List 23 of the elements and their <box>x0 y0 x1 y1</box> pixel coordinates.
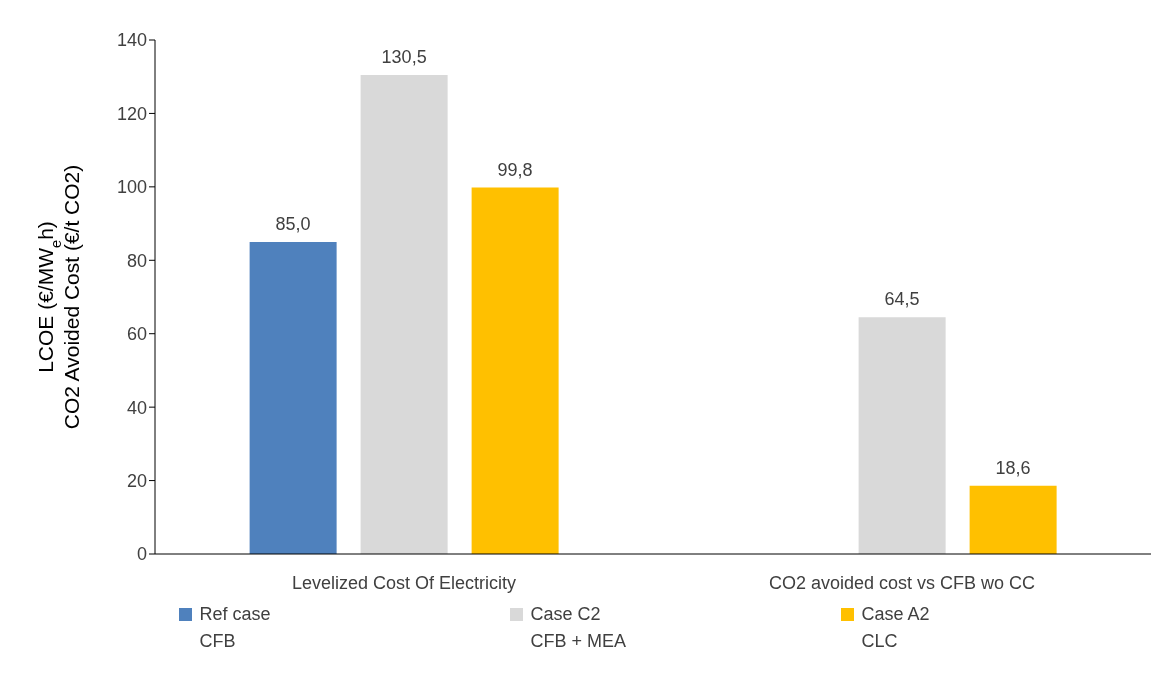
x-tick-label: CO2 avoided cost vs CFB wo CC <box>768 572 1036 593</box>
y-tick-label: 40 <box>126 397 147 418</box>
bar <box>858 317 946 554</box>
legend-label: Case C2 CFB + MEA <box>530 604 627 652</box>
y-tick-label: 120 <box>116 103 147 124</box>
y-tick-label: 80 <box>126 250 147 271</box>
data-label: 130,5 <box>381 46 427 67</box>
y-tick-label: 100 <box>116 177 147 198</box>
y-tick-label: 140 <box>116 30 147 51</box>
bar <box>249 241 337 554</box>
data-label: 18,6 <box>995 457 1031 478</box>
y-tick-label: 20 <box>126 470 147 491</box>
data-label: 85,0 <box>275 213 311 234</box>
x-tick-label: Levelized Cost Of Electricity <box>291 572 517 593</box>
legend-label: Ref case CFB <box>199 604 271 652</box>
legend-label: Case A2 CLC <box>861 604 930 652</box>
data-label: 64,5 <box>884 289 920 310</box>
data-label: 99,8 <box>497 159 533 180</box>
y-tick-label: 60 <box>126 324 147 345</box>
y-tick-label: 0 <box>136 544 147 565</box>
bar <box>969 485 1057 554</box>
bar <box>360 74 448 554</box>
bar <box>471 187 559 554</box>
